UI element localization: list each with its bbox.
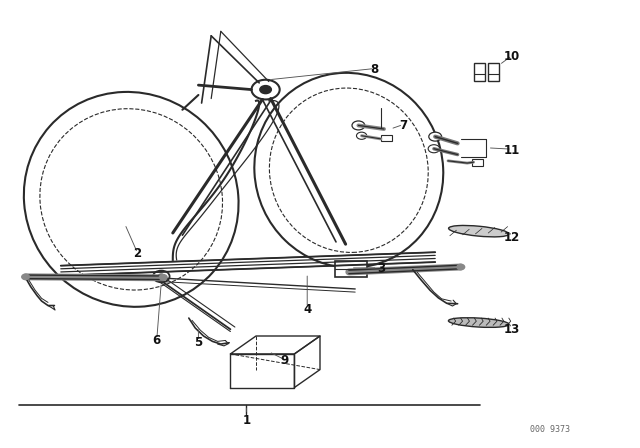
Text: 12: 12 bbox=[504, 231, 520, 244]
Text: 7: 7 bbox=[399, 119, 407, 132]
Circle shape bbox=[356, 132, 367, 139]
Text: 13: 13 bbox=[504, 323, 520, 336]
Text: 000 9373: 000 9373 bbox=[531, 425, 570, 434]
Circle shape bbox=[159, 275, 167, 280]
Text: 9: 9 bbox=[281, 354, 289, 367]
Text: 2: 2 bbox=[134, 246, 141, 260]
Ellipse shape bbox=[449, 225, 509, 237]
Text: 6: 6 bbox=[153, 334, 161, 347]
Circle shape bbox=[22, 274, 29, 280]
Circle shape bbox=[428, 145, 440, 153]
FancyBboxPatch shape bbox=[488, 63, 499, 81]
Text: 8: 8 bbox=[371, 63, 378, 76]
FancyBboxPatch shape bbox=[472, 159, 483, 166]
Text: 5: 5 bbox=[195, 336, 202, 349]
Text: 3: 3 bbox=[377, 262, 385, 276]
Circle shape bbox=[260, 86, 271, 94]
Circle shape bbox=[457, 264, 465, 270]
Circle shape bbox=[429, 132, 442, 141]
Circle shape bbox=[352, 121, 365, 130]
FancyBboxPatch shape bbox=[381, 135, 392, 141]
Text: 1: 1 bbox=[243, 414, 250, 427]
Circle shape bbox=[158, 274, 164, 279]
FancyBboxPatch shape bbox=[474, 63, 485, 81]
Text: 4: 4 bbox=[303, 302, 311, 316]
Ellipse shape bbox=[449, 318, 509, 327]
Text: 10: 10 bbox=[504, 49, 520, 63]
Text: 11: 11 bbox=[504, 143, 520, 157]
FancyBboxPatch shape bbox=[335, 261, 367, 277]
